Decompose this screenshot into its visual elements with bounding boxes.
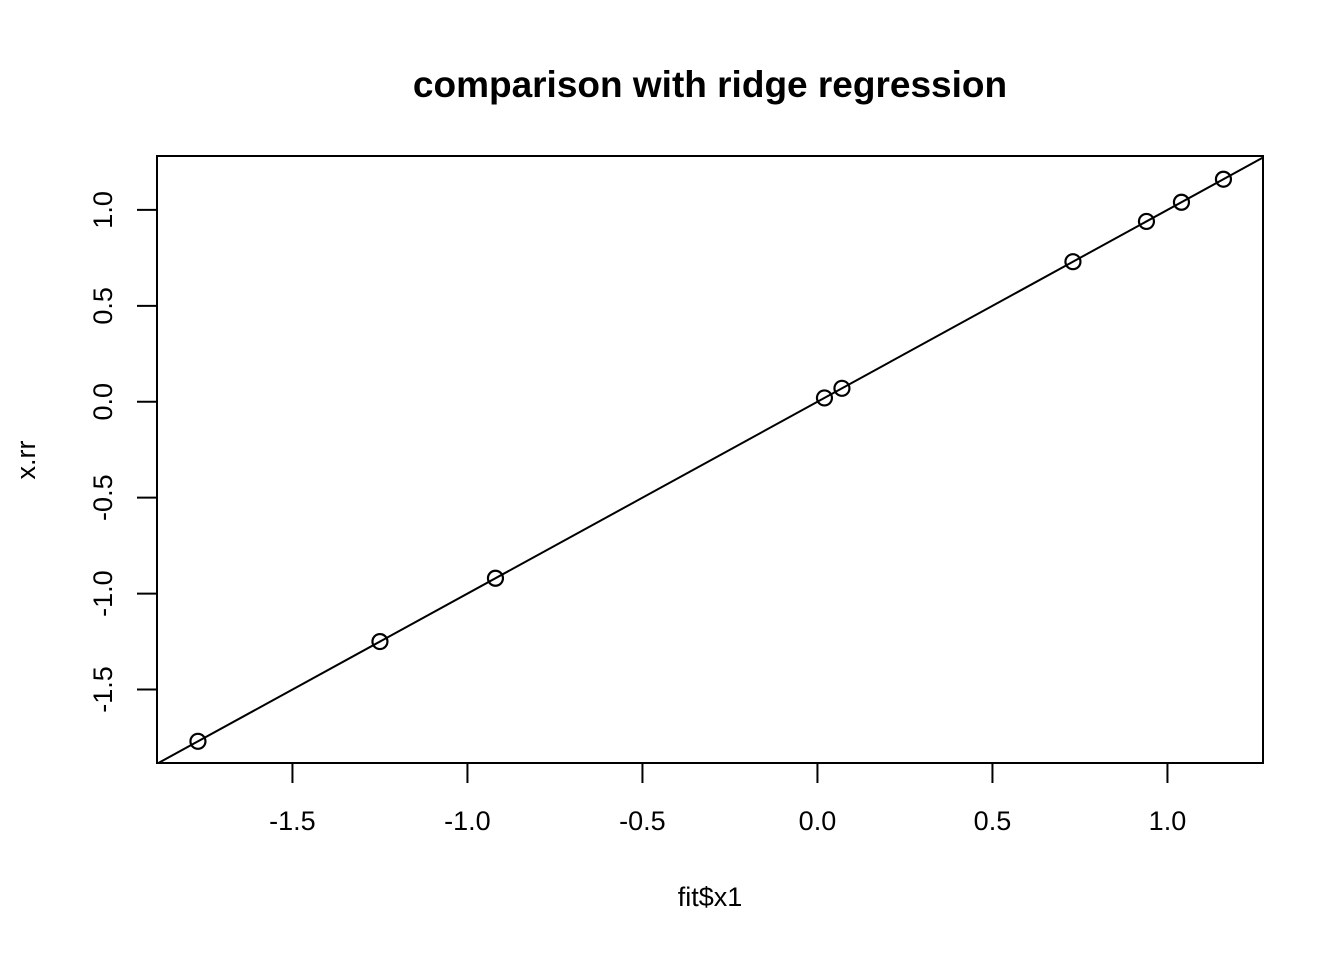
x-tick-label: -1.0 [444, 806, 491, 836]
y-axis-label: x.rr [11, 440, 41, 479]
x-tick-label: -0.5 [619, 806, 666, 836]
y-tick-label: -1.0 [88, 570, 118, 617]
x-tick-label: -1.5 [269, 806, 316, 836]
data-point [1172, 193, 1191, 211]
x-axis-label: fit$x1 [678, 882, 743, 912]
x-tick-label: 1.0 [1149, 806, 1187, 836]
y-tick-label: 0.5 [88, 287, 118, 325]
plot-box [156, 155, 1264, 764]
plot-title: comparison with ridge regression [413, 64, 1007, 105]
data-point [486, 569, 505, 587]
data-point [833, 379, 851, 397]
data-point [815, 389, 834, 407]
plot-area: -1.5 -1.0 -0.5 0.0 0.5 1.0 1.0 0.5 0.0 -0.5 -1.0 -1… [88, 155, 1264, 836]
data-point [1064, 253, 1082, 271]
data-point [1214, 170, 1233, 188]
y-tick-label: 0.0 [88, 383, 118, 421]
x-tick-label: 0.0 [799, 806, 837, 836]
data-point [1137, 212, 1156, 231]
identity-line [157, 156, 1264, 764]
y-tick-label: 1.0 [88, 191, 118, 229]
data-point [189, 732, 207, 750]
data-point [371, 632, 389, 651]
y-tick-label: -0.5 [88, 474, 118, 521]
y-tick-label: -1.5 [88, 666, 118, 713]
x-tick-label: 0.5 [974, 806, 1012, 836]
